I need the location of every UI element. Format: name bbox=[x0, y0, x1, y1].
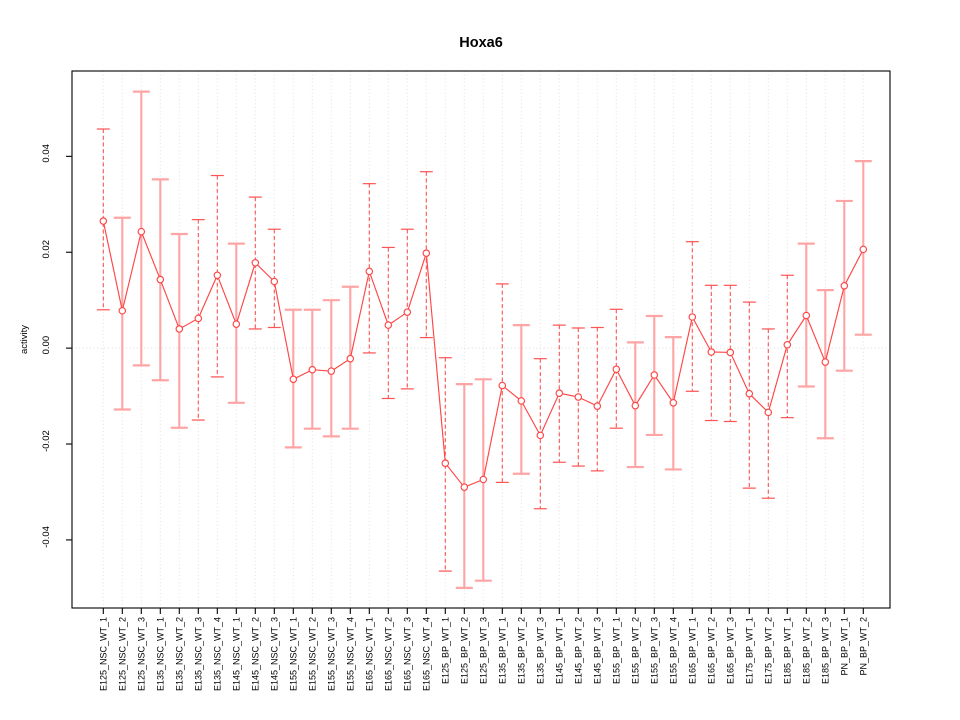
data-points-layer bbox=[99, 217, 868, 491]
data-point bbox=[669, 399, 678, 407]
y-axis-title: activity bbox=[19, 325, 30, 354]
y-tick-label: 0.02 bbox=[41, 240, 52, 258]
data-point bbox=[707, 348, 716, 356]
data-point bbox=[688, 313, 697, 321]
data-point bbox=[346, 354, 355, 363]
x-tick-label: E155_BP_WT_3 bbox=[650, 617, 660, 684]
data-point bbox=[821, 358, 830, 366]
x-tick-label: E165_BP_WT_2 bbox=[707, 617, 717, 684]
x-tick-label: PN_BP_WT_1 bbox=[840, 617, 850, 676]
y-axis: -0.04 -0.02 0.00 0.02 0.04 bbox=[41, 144, 72, 548]
data-point bbox=[460, 483, 469, 491]
y-tick-label: -0.02 bbox=[41, 430, 52, 452]
data-point bbox=[783, 340, 792, 349]
error-bars-layer bbox=[96, 90, 872, 589]
x-tick-label: E185_BP_WT_2 bbox=[802, 617, 812, 684]
data-point bbox=[251, 259, 260, 267]
x-tick-label: E135_NSC_WT_3 bbox=[194, 617, 204, 691]
data-point bbox=[498, 381, 507, 390]
y-tick-label: 0.04 bbox=[41, 144, 52, 163]
x-tick-label: E145_NSC_WT_3 bbox=[270, 617, 280, 691]
data-point bbox=[612, 365, 621, 374]
x-tick-label: E145_BP_WT_2 bbox=[574, 617, 584, 684]
data-point bbox=[137, 227, 146, 236]
x-tick-label: E165_NSC_WT_4 bbox=[422, 617, 432, 691]
x-tick-label: E175_BP_WT_2 bbox=[764, 617, 774, 684]
x-tick-label: E135_NSC_WT_4 bbox=[213, 617, 223, 691]
data-point bbox=[840, 282, 849, 290]
plot-frame bbox=[71, 70, 891, 609]
data-point bbox=[745, 389, 754, 398]
data-point bbox=[859, 245, 868, 254]
data-point bbox=[213, 271, 222, 280]
data-point bbox=[802, 311, 811, 320]
data-point bbox=[631, 401, 640, 410]
x-tick-label: E125_BP_WT_2 bbox=[460, 617, 470, 684]
x-tick-label: E165_BP_WT_3 bbox=[726, 617, 736, 684]
data-point bbox=[175, 325, 184, 333]
x-tick-label: E165_NSC_WT_1 bbox=[365, 617, 375, 691]
data-point bbox=[327, 367, 336, 375]
x-tick-label: E125_BP_WT_1 bbox=[441, 617, 451, 684]
x-tick-label: E135_BP_WT_1 bbox=[498, 617, 508, 684]
data-point bbox=[384, 321, 393, 329]
x-tick-label: E155_BP_WT_1 bbox=[612, 617, 622, 684]
x-axis: E125_NSC_WT_1 E125_NSC_WT_2 E125_NSC_WT_3 E… bbox=[99, 608, 869, 691]
x-tick-label: E145_NSC_WT_1 bbox=[232, 617, 242, 691]
data-point bbox=[156, 275, 165, 284]
data-point bbox=[479, 475, 488, 484]
data-point bbox=[536, 431, 545, 440]
x-tick-label: E135_NSC_WT_1 bbox=[156, 617, 166, 691]
data-point bbox=[764, 408, 773, 417]
x-tick-label: E135_BP_WT_2 bbox=[517, 617, 527, 684]
chart-title: Hoxa6 bbox=[459, 35, 503, 51]
x-tick-label: E145_NSC_WT_2 bbox=[251, 617, 261, 691]
data-point bbox=[726, 348, 735, 357]
x-tick-label: E125_BP_WT_3 bbox=[479, 617, 489, 684]
y-tick-label: -0.04 bbox=[41, 526, 52, 548]
data-point bbox=[289, 375, 298, 384]
data-point bbox=[99, 217, 108, 225]
x-tick-label: E155_NSC_WT_4 bbox=[346, 617, 356, 691]
data-point bbox=[194, 314, 203, 323]
data-point bbox=[232, 320, 241, 328]
x-tick-label: E125_NSC_WT_3 bbox=[137, 617, 147, 691]
y-tick-label: 0.00 bbox=[41, 336, 52, 355]
data-point bbox=[365, 267, 374, 276]
data-point bbox=[650, 371, 659, 379]
x-tick-label: E125_NSC_WT_2 bbox=[118, 617, 128, 691]
x-tick-label: PN_BP_WT_2 bbox=[859, 617, 869, 676]
x-tick-label: E165_BP_WT_1 bbox=[688, 617, 698, 684]
x-tick-label: E145_BP_WT_3 bbox=[593, 617, 603, 684]
x-tick-label: E185_BP_WT_1 bbox=[783, 617, 793, 684]
x-tick-label: E175_BP_WT_1 bbox=[745, 617, 755, 684]
x-tick-label: E135_NSC_WT_2 bbox=[175, 617, 185, 691]
data-point bbox=[422, 249, 431, 257]
data-point bbox=[441, 459, 450, 467]
x-tick-label: E165_NSC_WT_3 bbox=[403, 617, 413, 691]
x-tick-label: E155_NSC_WT_3 bbox=[327, 617, 337, 691]
data-point bbox=[308, 365, 317, 374]
x-tick-label: E165_NSC_WT_2 bbox=[384, 617, 394, 691]
x-tick-label: E155_NSC_WT_2 bbox=[308, 617, 318, 691]
data-point bbox=[517, 397, 526, 405]
data-point bbox=[118, 306, 127, 315]
data-point bbox=[574, 393, 583, 401]
x-tick-label: E155_NSC_WT_1 bbox=[289, 617, 299, 691]
data-point bbox=[593, 402, 602, 410]
data-point bbox=[555, 389, 564, 397]
data-point bbox=[270, 277, 279, 286]
x-tick-label: E155_BP_WT_2 bbox=[631, 617, 641, 684]
x-tick-label: E185_BP_WT_3 bbox=[821, 617, 831, 684]
x-tick-label: E135_BP_WT_3 bbox=[536, 617, 546, 684]
x-tick-label: E125_NSC_WT_1 bbox=[99, 617, 109, 691]
x-tick-label: E145_BP_WT_1 bbox=[555, 617, 565, 684]
data-point bbox=[403, 308, 412, 316]
x-tick-label: E155_BP_WT_4 bbox=[669, 617, 679, 684]
